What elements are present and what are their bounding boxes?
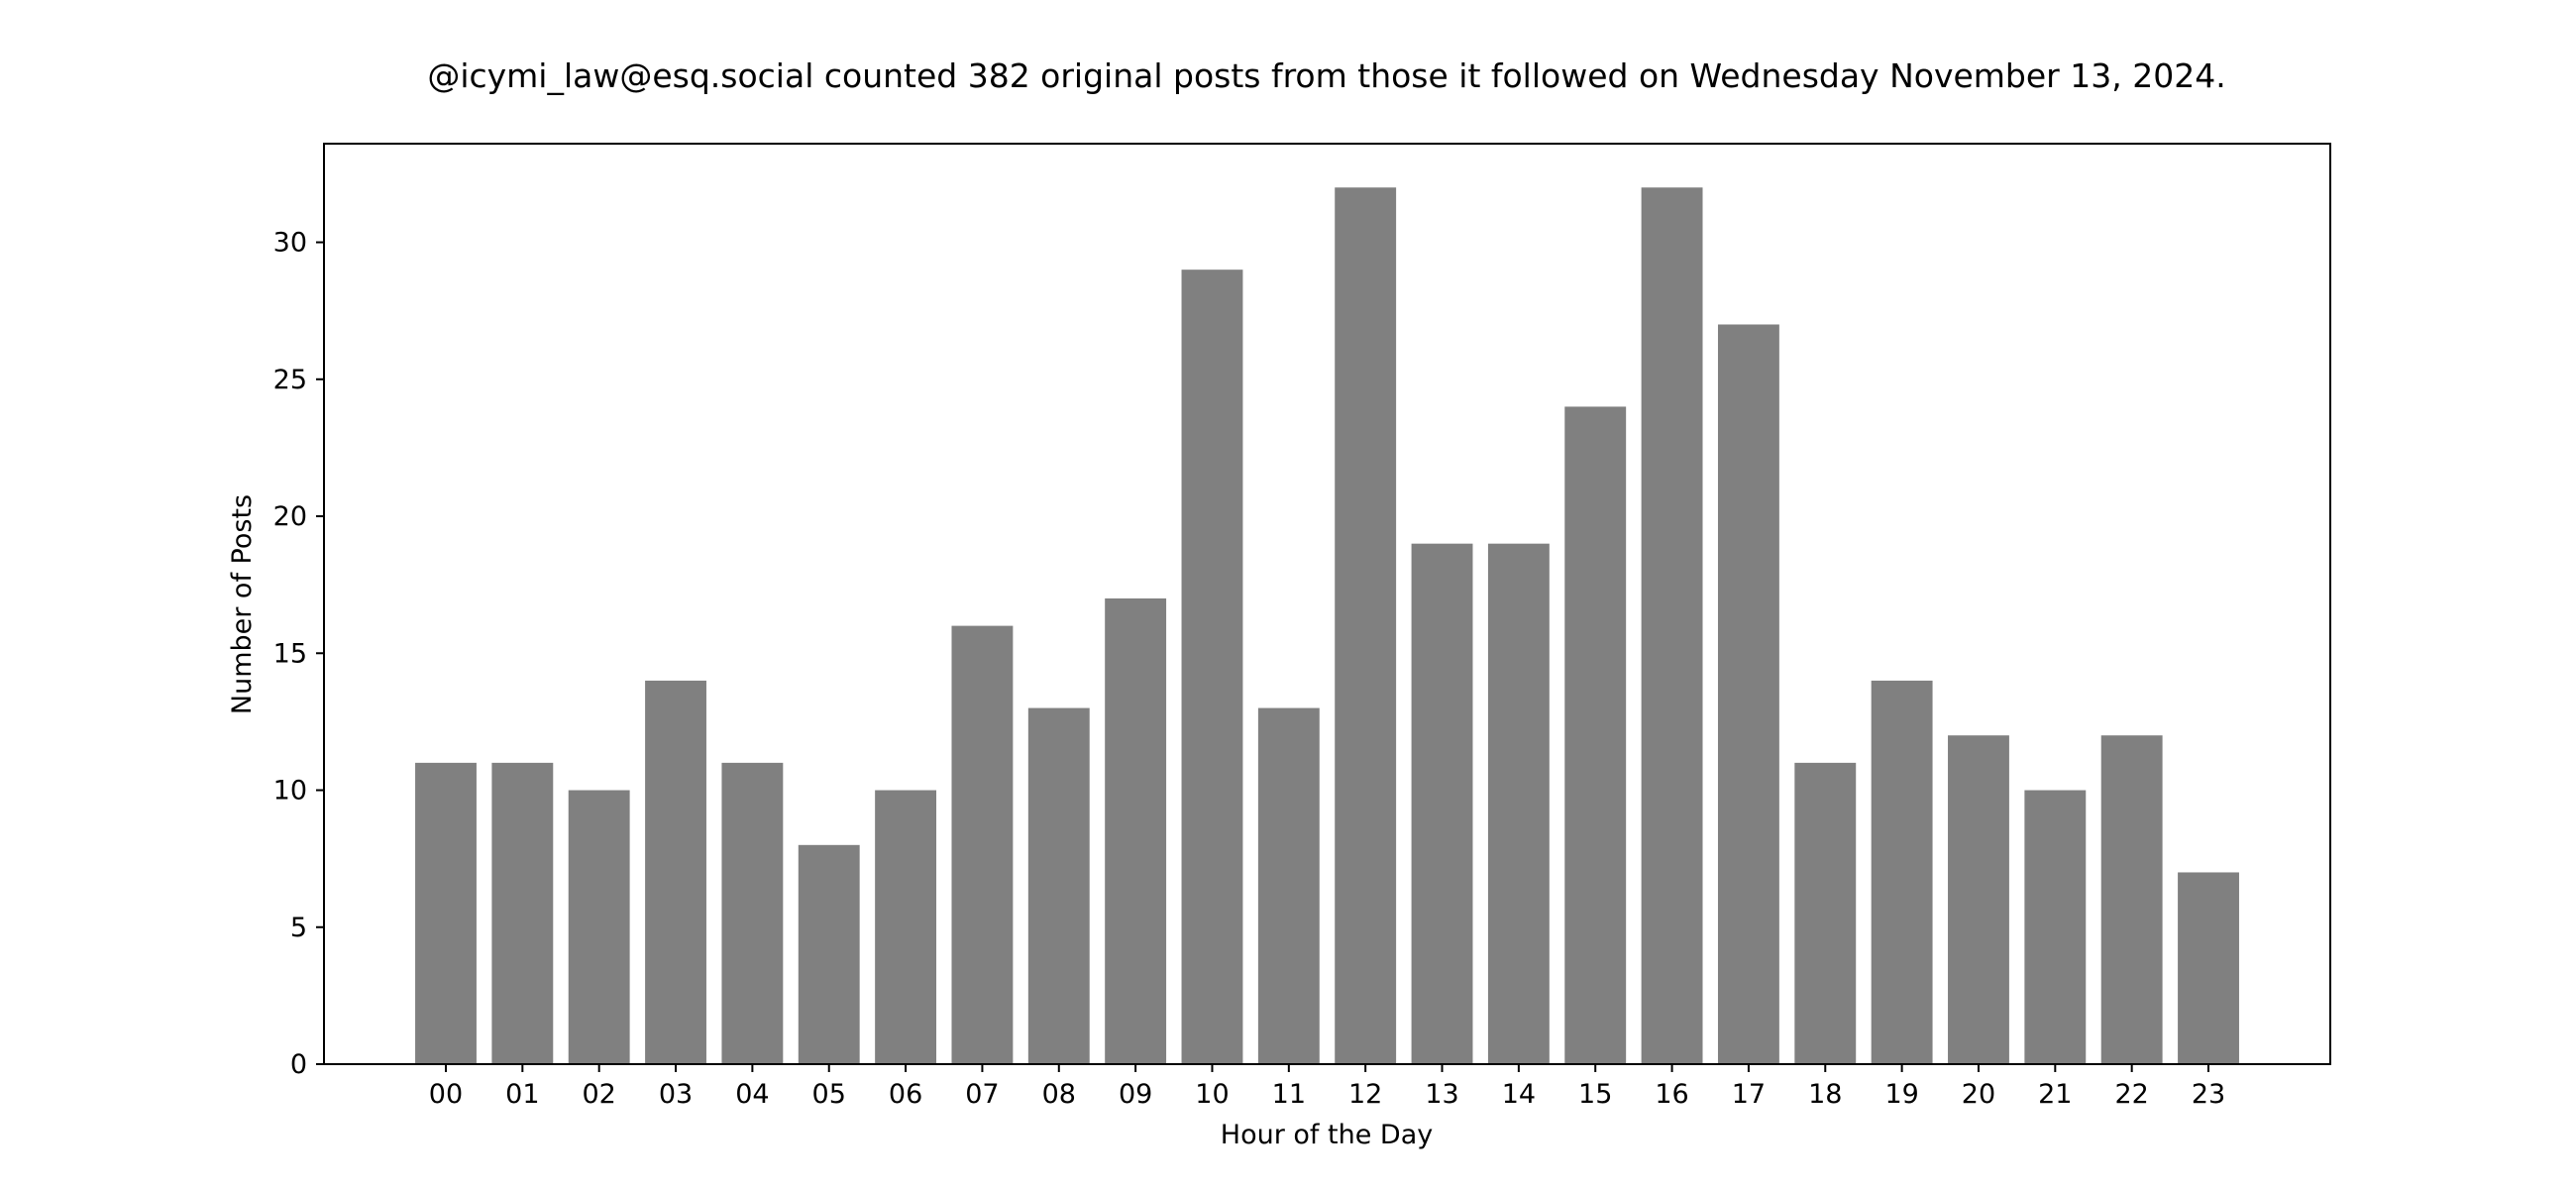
bar-20 xyxy=(1948,735,2009,1064)
bar-15 xyxy=(1564,406,1627,1064)
y-tick-label: 25 xyxy=(273,365,307,395)
x-tick-label: 21 xyxy=(2038,1079,2072,1110)
x-tick-label: 12 xyxy=(1348,1079,1382,1110)
bar-18 xyxy=(1794,762,1857,1064)
bar-09 xyxy=(1105,597,1167,1064)
x-tick-label: 11 xyxy=(1272,1079,1306,1110)
bar-21 xyxy=(2024,790,2087,1064)
y-tick-label: 10 xyxy=(273,776,307,807)
x-tick-label: 08 xyxy=(1042,1079,1076,1110)
chart-title: @icymi_law@esq.social counted 382 origin… xyxy=(427,56,2225,95)
x-tick-label: 16 xyxy=(1655,1079,1688,1110)
bar-14 xyxy=(1487,543,1550,1064)
x-tick-label: 15 xyxy=(1578,1079,1612,1110)
y-axis-ticks: 0 5 10 15 20 25 30 xyxy=(273,228,324,1080)
bar-12 xyxy=(1335,187,1397,1065)
bar-19 xyxy=(1871,680,1933,1064)
x-tick-label: 02 xyxy=(583,1079,616,1110)
x-tick-label: 06 xyxy=(889,1079,922,1110)
bar-23 xyxy=(2178,872,2239,1064)
y-tick-label: 0 xyxy=(290,1049,307,1080)
bar-05 xyxy=(798,844,860,1064)
x-tick-label: 19 xyxy=(1884,1079,1918,1110)
bar-07 xyxy=(951,625,1014,1064)
bar-03 xyxy=(645,680,706,1064)
x-tick-label: 04 xyxy=(735,1079,769,1110)
x-axis-label: Hour of the Day xyxy=(1221,1120,1433,1150)
x-tick-label: 17 xyxy=(1732,1079,1766,1110)
x-tick-label: 01 xyxy=(505,1079,539,1110)
x-axis-ticks: 00 01 02 03 04 05 06 07 08 09 10 11 12 13 14 15 16 17 18 19… xyxy=(429,1064,2225,1110)
y-axis-label: Number of Posts xyxy=(227,494,258,714)
y-tick-label: 30 xyxy=(273,228,307,259)
bar-06 xyxy=(875,790,937,1064)
bars-layer xyxy=(415,187,2239,1065)
bar-13 xyxy=(1411,543,1473,1064)
x-tick-label: 18 xyxy=(1808,1079,1842,1110)
bar-00 xyxy=(415,762,477,1064)
bar-11 xyxy=(1257,707,1320,1064)
bar-17 xyxy=(1717,324,1779,1065)
bar-10 xyxy=(1181,270,1243,1064)
x-tick-label: 13 xyxy=(1425,1079,1458,1110)
x-tick-label: 22 xyxy=(2114,1079,2148,1110)
y-tick-label: 5 xyxy=(290,913,307,943)
x-tick-label: 20 xyxy=(1962,1079,1995,1110)
bar-01 xyxy=(491,762,554,1064)
x-tick-label: 10 xyxy=(1195,1079,1229,1110)
x-tick-label: 03 xyxy=(659,1079,693,1110)
x-tick-label: 00 xyxy=(429,1079,463,1110)
bar-16 xyxy=(1641,187,1703,1065)
bar-02 xyxy=(568,790,630,1064)
y-tick-label: 20 xyxy=(273,501,307,532)
x-tick-label: 14 xyxy=(1502,1079,1536,1110)
x-tick-label: 23 xyxy=(2192,1079,2225,1110)
y-tick-label: 15 xyxy=(273,638,307,669)
bar-08 xyxy=(1027,707,1090,1064)
x-tick-label: 09 xyxy=(1119,1079,1152,1110)
bar-04 xyxy=(721,762,784,1064)
bar-22 xyxy=(2100,735,2163,1064)
x-tick-label: 05 xyxy=(812,1079,846,1110)
plot-frame xyxy=(323,143,2331,1065)
x-tick-label: 07 xyxy=(965,1079,999,1110)
